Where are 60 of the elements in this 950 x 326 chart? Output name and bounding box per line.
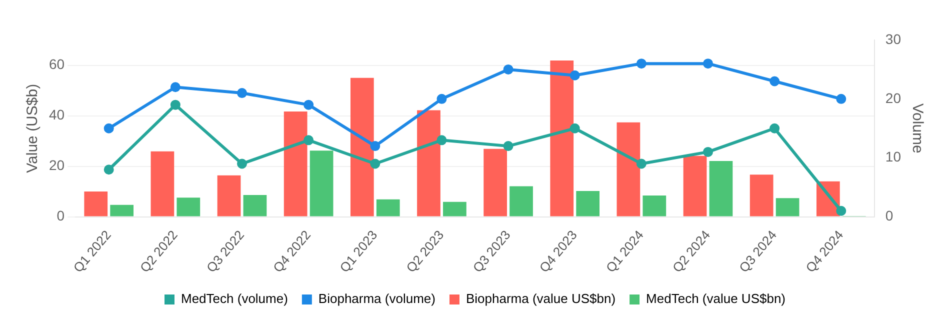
legend-label: Biopharma (volume): [318, 291, 436, 306]
y2-tick-label: 20: [885, 90, 902, 106]
y2-axis-title: Volume: [908, 103, 926, 154]
point: [570, 123, 580, 134]
y-tick-label: 20: [48, 157, 65, 174]
point: [503, 141, 514, 152]
point: [104, 123, 114, 134]
legend-label: Biopharma (value US$bn): [466, 291, 616, 306]
bar: [376, 199, 400, 216]
y2-tick-label: 0: [885, 208, 894, 224]
bar: [642, 196, 666, 216]
y-tick-label: 60: [48, 56, 65, 72]
point: [703, 58, 713, 69]
bar: [510, 186, 533, 216]
point: [836, 206, 846, 216]
bar: [284, 111, 308, 216]
point: [703, 146, 713, 157]
point: [836, 94, 846, 104]
y2-tick-label: 10: [885, 148, 902, 165]
point: [304, 135, 314, 146]
point: [570, 70, 580, 80]
y2-tick-label: 30: [885, 30, 902, 47]
bar: [110, 204, 134, 216]
point: [170, 100, 180, 110]
point: [237, 88, 247, 98]
bar: [616, 122, 640, 216]
y-tick-label: 0: [56, 208, 65, 224]
point: [237, 158, 247, 169]
bar: [683, 156, 707, 216]
bar: [484, 148, 507, 216]
legend-label: MedTech (volume): [181, 291, 288, 306]
y-tick-label: 40: [48, 106, 65, 123]
bar: [443, 202, 466, 216]
point: [770, 76, 780, 86]
bar: [576, 191, 600, 216]
point: [636, 58, 646, 69]
point: [436, 135, 447, 146]
y-axis-title: Value (US$b): [24, 84, 42, 173]
point: [636, 158, 646, 169]
bar: [150, 151, 174, 216]
legend-label: MedTech (value US$bn): [646, 291, 786, 306]
bar: [776, 198, 800, 216]
bar: [243, 195, 267, 216]
point: [370, 158, 380, 169]
bar: [350, 78, 374, 216]
bar: [310, 150, 334, 216]
point: [304, 100, 314, 110]
point: [370, 141, 380, 152]
point: [170, 82, 180, 92]
point: [436, 94, 447, 104]
bar: [417, 110, 440, 216]
point: [104, 164, 114, 175]
bar: [84, 192, 108, 216]
bar: [217, 175, 241, 216]
bar: [750, 174, 774, 216]
bar: [709, 160, 733, 216]
point: [770, 123, 780, 134]
bar: [550, 60, 574, 216]
point: [503, 64, 514, 74]
bar: [176, 198, 200, 216]
